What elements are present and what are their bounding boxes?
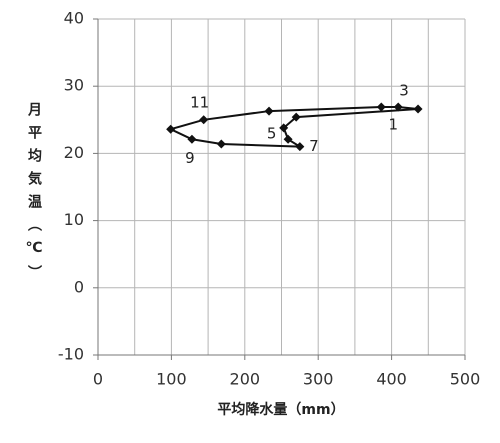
data-point [166, 124, 176, 134]
point-label: 1 [389, 116, 399, 134]
data-point [295, 142, 305, 152]
data-point [216, 139, 226, 149]
data-point [199, 115, 209, 125]
x-tick-label: 300 [303, 370, 334, 389]
x-tick-label: 100 [156, 370, 187, 389]
x-tick-label: 400 [376, 370, 407, 389]
y-tick-label: 10 [64, 210, 84, 229]
data-point [279, 123, 289, 133]
y-axis-title: 月平均気温（℃） [25, 102, 43, 288]
y-tick-label: -10 [58, 345, 84, 364]
data-point [283, 134, 293, 144]
point-label: 9 [185, 149, 195, 167]
point-label: 3 [399, 82, 409, 100]
point-label: 7 [309, 137, 319, 155]
point-label: 5 [267, 124, 277, 142]
data-point [291, 112, 301, 122]
y-tick-label: 40 [64, 9, 84, 28]
data-point [393, 102, 403, 112]
data-point [376, 102, 386, 112]
data-point [264, 106, 274, 116]
x-tick-label: 500 [450, 370, 481, 389]
x-axis-title: 平均降水量（mm） [217, 401, 344, 418]
y-tick-label: 0 [74, 277, 84, 296]
x-tick-label: 200 [230, 370, 261, 389]
y-tick-label: 20 [64, 143, 84, 162]
point-label: 11 [190, 93, 209, 111]
y-tick-label: 30 [64, 76, 84, 95]
data-point [413, 104, 423, 114]
data-point [187, 134, 197, 144]
x-tick-label: 0 [93, 370, 103, 389]
